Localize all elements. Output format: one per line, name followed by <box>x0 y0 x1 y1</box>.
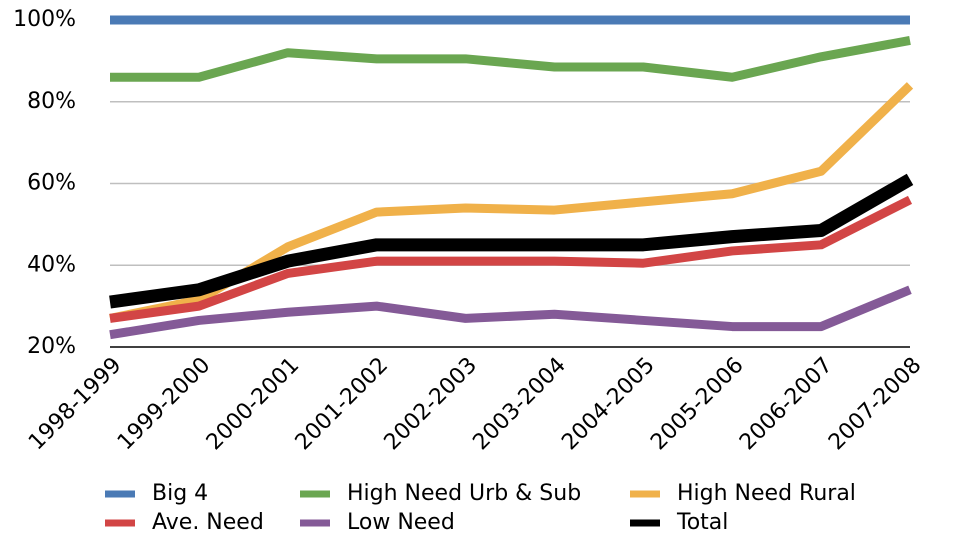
series-line <box>110 36 911 82</box>
x-tick-label: 2005-2006 <box>646 353 748 455</box>
y-tick-label: 20% <box>27 334 76 359</box>
legend-label: Total <box>676 510 728 535</box>
x-tick-label: 1999-2000 <box>113 353 215 455</box>
x-tick-label: 2006-2007 <box>735 353 837 455</box>
x-tick-label: 2001-2002 <box>291 353 393 455</box>
y-tick-label: 60% <box>27 171 76 196</box>
y-tick-label: 100% <box>13 7 76 32</box>
x-tick-label: 2007-2008 <box>824 353 926 455</box>
y-tick-label: 80% <box>27 89 76 114</box>
legend-label: High Need Rural <box>677 481 856 506</box>
x-tick-label: 1998-1999 <box>24 353 126 455</box>
legend-label: Low Need <box>347 510 455 535</box>
x-tick-label: 2000-2001 <box>202 353 304 455</box>
x-tick-label: 2002-2003 <box>380 353 482 455</box>
series-line <box>109 285 912 340</box>
legend-label: Ave. Need <box>152 510 264 535</box>
series-line <box>109 173 914 309</box>
x-tick-label: 2004-2005 <box>557 353 659 455</box>
y-tick-label: 40% <box>27 252 76 277</box>
series-line <box>109 195 913 323</box>
legend-label: Big 4 <box>152 481 208 506</box>
x-tick-label: 2003-2004 <box>468 353 570 455</box>
legend-label: High Need Urb & Sub <box>347 481 581 506</box>
